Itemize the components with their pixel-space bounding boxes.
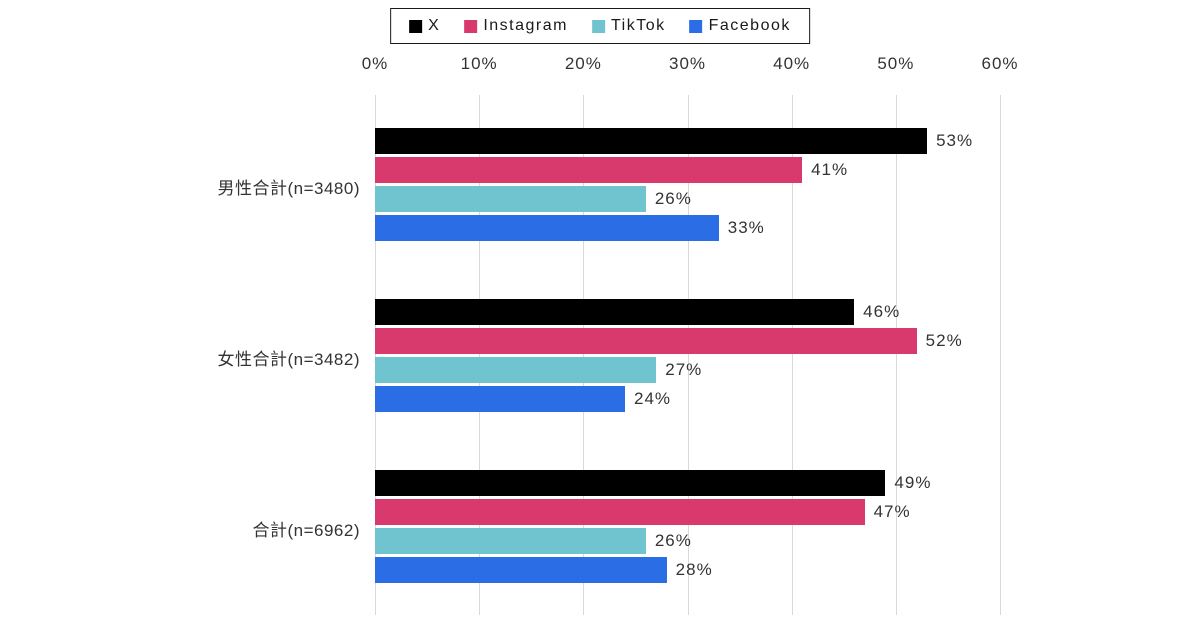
legend-swatch-tiktok bbox=[591, 19, 605, 33]
value-label: 27% bbox=[665, 360, 703, 379]
legend-item-facebook: Facebook bbox=[689, 17, 791, 35]
x-tick-label: 0% bbox=[361, 54, 389, 73]
gridline bbox=[791, 95, 793, 615]
category-label: 合計(n=6962) bbox=[252, 520, 360, 540]
x-tick-label: 50% bbox=[877, 54, 915, 73]
bar-instagram bbox=[375, 499, 865, 525]
legend-label: X bbox=[428, 17, 441, 34]
plot-area: 53% 41% 26% 33% 46% 52% 27% 24% 49% 47% 26% 28% bbox=[375, 95, 1001, 615]
bar-x bbox=[375, 128, 928, 154]
value-label: 33% bbox=[727, 218, 765, 237]
legend-label: Instagram bbox=[483, 17, 568, 34]
bar-tiktok bbox=[375, 528, 646, 554]
x-tick-label: 20% bbox=[564, 54, 602, 73]
gridline bbox=[687, 95, 689, 615]
value-label: 28% bbox=[675, 560, 713, 579]
value-label: 53% bbox=[936, 131, 974, 150]
x-axis-tick-labels: 0% 10% 20% 30% 40% 50% 60% bbox=[0, 54, 1200, 78]
gridline bbox=[895, 95, 897, 615]
value-label: 52% bbox=[925, 331, 963, 350]
gridline bbox=[479, 95, 481, 615]
legend-item-x: X bbox=[409, 17, 440, 35]
value-label: 26% bbox=[654, 189, 692, 208]
gridline bbox=[583, 95, 585, 615]
bar-instagram bbox=[375, 328, 917, 354]
x-tick-label: 10% bbox=[460, 54, 498, 73]
x-tick-label: 30% bbox=[668, 54, 707, 73]
legend-item-instagram: Instagram bbox=[464, 17, 568, 35]
legend-swatch-instagram bbox=[464, 19, 478, 33]
gridline bbox=[1000, 95, 1001, 615]
legend-swatch-facebook bbox=[689, 19, 703, 33]
chart-legend: X Instagram TikTok Facebook bbox=[390, 8, 810, 44]
legend-label: Facebook bbox=[708, 17, 791, 34]
value-label: 24% bbox=[634, 389, 672, 408]
x-tick-label: 40% bbox=[773, 54, 811, 73]
gridline bbox=[375, 95, 376, 615]
legend-item-tiktok: TikTok bbox=[591, 17, 666, 35]
bar-tiktok bbox=[375, 186, 646, 212]
category-label: 女性合計(n=3482) bbox=[217, 349, 360, 369]
value-label: 41% bbox=[811, 160, 849, 179]
value-label: 46% bbox=[863, 302, 901, 321]
value-label: 47% bbox=[873, 502, 911, 521]
bar-facebook bbox=[375, 386, 625, 412]
legend-swatch-x bbox=[409, 19, 423, 33]
bar-x bbox=[375, 470, 886, 496]
value-label: 49% bbox=[894, 473, 932, 492]
category-label: 男性合計(n=3480) bbox=[217, 178, 360, 198]
legend-label: TikTok bbox=[610, 17, 666, 34]
bar-facebook bbox=[375, 557, 667, 583]
bar-tiktok bbox=[375, 357, 657, 383]
bar-facebook bbox=[375, 215, 719, 241]
bar-instagram bbox=[375, 157, 803, 183]
bar-x bbox=[375, 299, 855, 325]
x-tick-label: 60% bbox=[981, 54, 1019, 73]
value-label: 26% bbox=[654, 531, 692, 550]
